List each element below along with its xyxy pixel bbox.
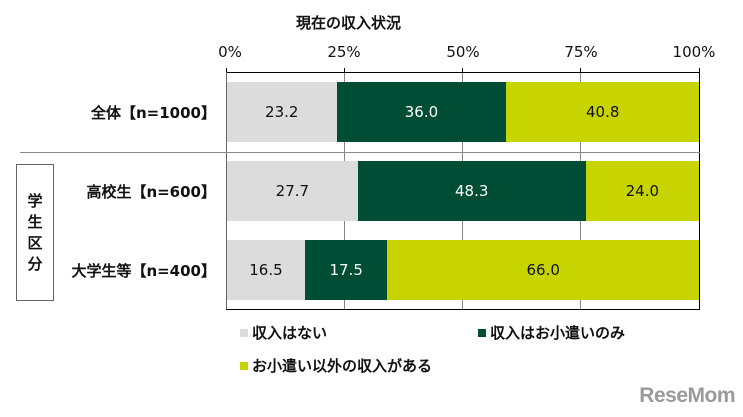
group-char: 区 (27, 233, 43, 252)
legend-item-allowance-only: 収入はお小遣いのみ (478, 322, 625, 343)
x-tick (344, 68, 345, 73)
group-char: 分 (27, 254, 43, 273)
segment-other-income: 24.0 (585, 161, 699, 221)
student-category-box: 学 生 区 分 (16, 164, 54, 301)
group-char: 学 (27, 191, 43, 210)
legend-swatch-icon (240, 328, 248, 337)
row-label-university: 大学生等【n=400】 (71, 262, 216, 280)
legend-label: 収入はお小遣いのみ (490, 324, 626, 342)
segment-other-income: 40.8 (506, 82, 699, 142)
right-frame (699, 72, 700, 310)
x-tick-label: 0% (218, 43, 242, 61)
x-axis-bottom (226, 309, 700, 310)
x-tick-label: 25% (327, 43, 361, 61)
group-char: 生 (27, 212, 43, 231)
row-label-total: 全体【n=1000】 (91, 104, 216, 122)
x-tick (580, 68, 581, 73)
segment-no-income: 16.5 (227, 240, 305, 300)
resemom-logo: ReseMom (639, 384, 735, 407)
bar-total: 23.2 36.0 40.8 (227, 82, 699, 142)
bar-highschool: 27.7 48.3 24.0 (227, 161, 699, 221)
segment-no-income: 23.2 (227, 82, 337, 142)
x-tick-label: 75% (564, 43, 598, 61)
legend-swatch-icon (240, 361, 248, 370)
group-divider (20, 152, 700, 153)
legend-label: お小遣い以外の収入がある (252, 357, 433, 375)
legend-item-other-income: お小遣い以外の収入がある (240, 355, 432, 376)
x-axis-top (226, 72, 700, 73)
x-tick (462, 68, 463, 73)
segment-allowance-only: 48.3 (357, 161, 586, 221)
row-label-highschool: 高校生【n=600】 (86, 183, 216, 201)
x-tick-label: 50% (446, 43, 480, 61)
segment-allowance-only: 36.0 (336, 82, 507, 142)
segment-other-income: 66.0 (387, 240, 699, 300)
legend-swatch-icon (478, 328, 486, 337)
x-tick-label: 100% (672, 43, 716, 61)
x-tick (699, 68, 700, 73)
legend-label: 収入はない (252, 324, 328, 342)
chart-title: 現在の収入状況 (296, 14, 402, 32)
x-tick (226, 68, 227, 73)
segment-allowance-only: 17.5 (304, 240, 388, 300)
y-axis (226, 72, 227, 310)
segment-no-income: 27.7 (227, 161, 358, 221)
legend-item-no-income: 収入はない (240, 322, 327, 343)
bar-university: 16.5 17.5 66.0 (227, 240, 699, 300)
